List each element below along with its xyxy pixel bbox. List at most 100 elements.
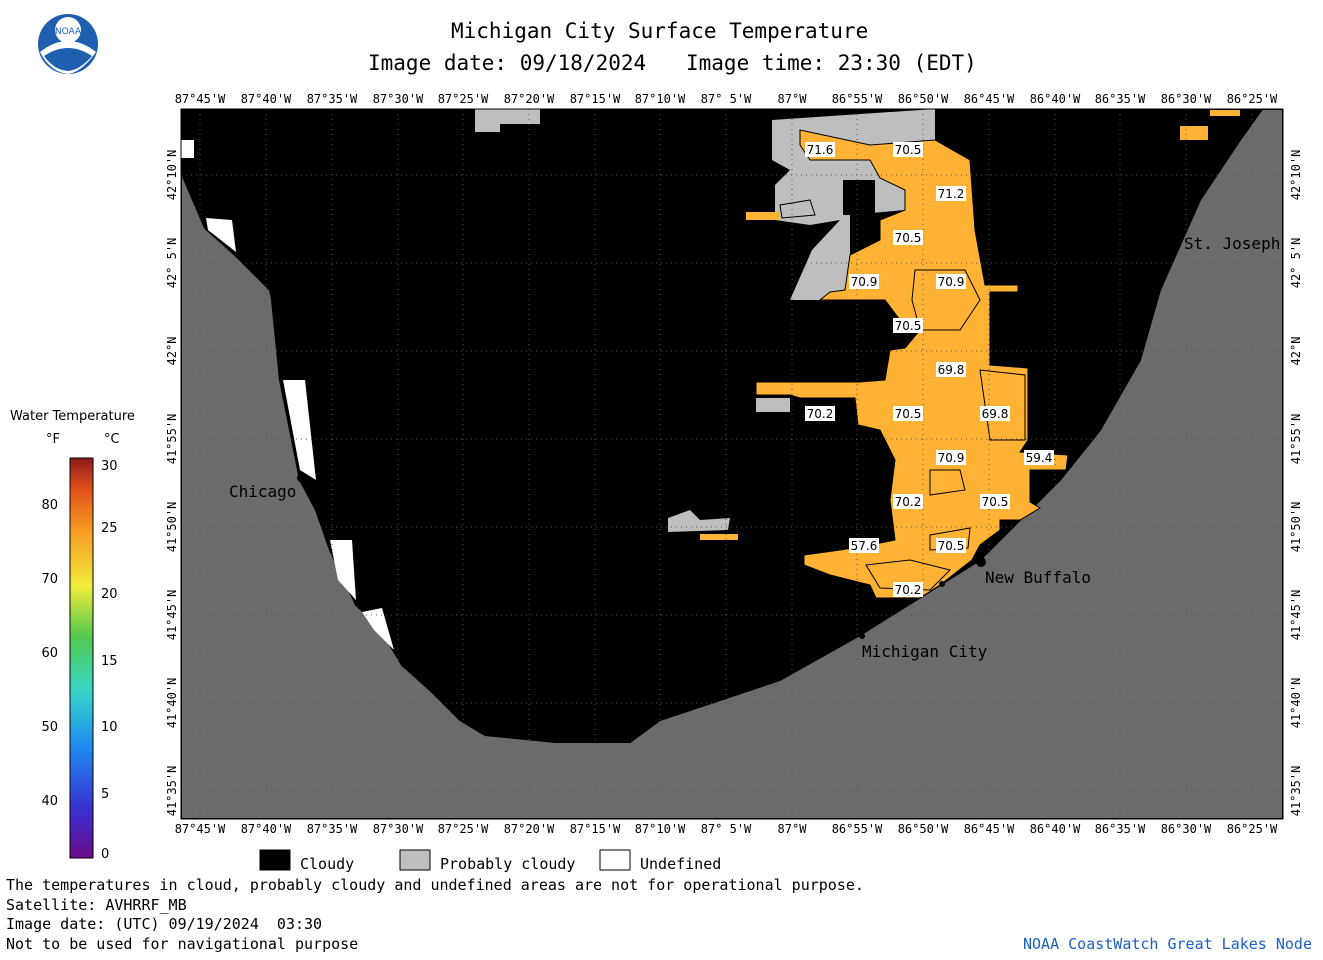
lat-tick-right: 41°45'N <box>1289 590 1303 641</box>
lon-tick-top: 87°W <box>778 92 808 106</box>
legend-tick-f: 70 <box>41 572 58 587</box>
temperature-label: 70.9 <box>851 275 878 289</box>
legend-tick-c: 20 <box>101 587 118 602</box>
lon-tick-bottom: 87°10'W <box>635 822 686 836</box>
map-area <box>181 109 1283 819</box>
temperature-label: 70.5 <box>895 407 922 421</box>
temperature-label: 71.6 <box>807 143 834 157</box>
temperature-label: 70.5 <box>938 539 965 553</box>
temperature-label-box <box>849 538 879 553</box>
lon-tick-bottom: 87°W <box>778 822 808 836</box>
key-probably-cloudy-label: Probably cloudy <box>440 855 575 873</box>
warm-water-region <box>1210 110 1240 116</box>
lon-tick-bottom: 86°30'W <box>1161 822 1212 836</box>
cloud-region <box>843 180 875 215</box>
lon-tick-top: 87°45'W <box>175 92 226 106</box>
image-date: Image date: 09/18/2024 <box>368 51 647 75</box>
legend-tick-f: 50 <box>41 720 58 735</box>
graticule <box>181 109 1283 819</box>
temperature-label-box <box>893 318 923 333</box>
map-key: Cloudy Probably cloudy Undefined <box>259 849 721 873</box>
lat-tick-right: 42°10'N <box>1289 150 1303 201</box>
key-undefined-label: Undefined <box>640 855 721 873</box>
key-undefined-swatch <box>599 849 631 871</box>
temperature-label-box <box>936 186 966 201</box>
lon-tick-top: 87°30'W <box>373 92 424 106</box>
legend-tick-c: 0 <box>101 847 109 862</box>
temperature-label: 70.9 <box>938 275 965 289</box>
undefined-region <box>330 540 356 600</box>
key-cloudy-label: Cloudy <box>300 855 354 873</box>
temperature-label: 70.5 <box>895 143 922 157</box>
lat-tick-right: 41°55'N <box>1289 414 1303 465</box>
lon-tick-top: 87°40'W <box>241 92 292 106</box>
warm-water-region <box>746 212 780 220</box>
satellite-info: Satellite: AVHRRF_MB <box>6 896 187 914</box>
lon-tick-top: 87°25'W <box>438 92 489 106</box>
temperature-label-box <box>805 142 835 157</box>
temperature-label: 70.9 <box>938 451 965 465</box>
lon-tick-bottom: 87°45'W <box>175 822 226 836</box>
legend-title: Water Temperature <box>10 409 135 424</box>
legend-tick-f: 40 <box>41 794 58 809</box>
lon-tick-bottom: 87°15'W <box>570 822 621 836</box>
undefined-region <box>181 140 194 158</box>
temperature-label: 70.5 <box>895 319 922 333</box>
temperature-label-box <box>893 230 923 245</box>
legend-tick-c: 10 <box>101 720 118 735</box>
lon-tick-bottom: 87°25'W <box>438 822 489 836</box>
lat-tick-left: 42°N <box>165 337 179 366</box>
lon-tick-top: 87°35'W <box>307 92 358 106</box>
nav-warning: Not to be used for navigational purpose <box>6 935 359 953</box>
temperature-label: 57.6 <box>851 539 878 553</box>
legend-unit-c: °C <box>104 432 120 447</box>
temperature-label: 70.5 <box>895 231 922 245</box>
lat-tick-left: 42° 5'N <box>165 238 179 289</box>
credit-link[interactable]: NOAA CoastWatch Great Lakes Node <box>1023 935 1312 953</box>
temperature-label-box <box>980 494 1010 509</box>
land-region <box>181 109 1283 819</box>
lat-tick-right: 41°40'N <box>1289 678 1303 729</box>
lon-tick-bottom: 86°55'W <box>832 822 883 836</box>
temperature-label: 59.4 <box>1026 451 1053 465</box>
probably-cloudy-region <box>668 510 730 532</box>
temperature-label-box <box>805 406 835 421</box>
lon-tick-top: 87°10'W <box>635 92 686 106</box>
temperature-label: 70.2 <box>895 583 922 597</box>
noaa-logo-text: NOAA <box>55 27 82 37</box>
undefined-region <box>283 380 316 480</box>
temperature-legend: Water Temperature °F °C 8070605040302520… <box>10 409 135 862</box>
temperature-label: 71.2 <box>938 187 965 201</box>
temperature-label-box <box>1024 450 1054 465</box>
lon-tick-bottom: 86°35'W <box>1095 822 1146 836</box>
lat-tick-right: 42°N <box>1289 337 1303 366</box>
undefined-region <box>362 608 394 650</box>
place-markers <box>297 474 986 639</box>
undefined-region <box>206 218 236 252</box>
temperature-label-box <box>893 494 923 509</box>
key-probably-cloudy-swatch <box>399 849 431 871</box>
temperature-label: 69.8 <box>982 407 1009 421</box>
lat-tick-right: 42° 5'N <box>1289 238 1303 289</box>
lat-tick-left: 41°55'N <box>165 414 179 465</box>
lat-tick-left: 41°45'N <box>165 590 179 641</box>
legend-unit-f: °F <box>46 432 60 447</box>
lat-tick-left: 41°50'N <box>165 502 179 553</box>
temperature-label-box <box>849 274 879 289</box>
probably-cloudy-region <box>475 109 540 132</box>
lon-tick-bottom: 87°30'W <box>373 822 424 836</box>
lon-tick-top: 86°55'W <box>832 92 883 106</box>
temperature-label-box <box>893 142 923 157</box>
lon-tick-bottom: 86°45'W <box>964 822 1015 836</box>
legend-tick-c: 15 <box>101 654 118 669</box>
lon-tick-top: 86°30'W <box>1161 92 1212 106</box>
lon-tick-bottom: 87°40'W <box>241 822 292 836</box>
lon-tick-top: 87°20'W <box>504 92 555 106</box>
legend-tick-f: 80 <box>41 498 58 513</box>
map-title: Michigan City Surface Temperature <box>451 19 869 43</box>
place-new-buffalo: New Buffalo <box>985 568 1091 587</box>
lon-tick-top: 86°35'W <box>1095 92 1146 106</box>
lon-tick-bottom: 87°35'W <box>307 822 358 836</box>
temperature-label-box <box>936 362 966 377</box>
key-cloudy-swatch <box>259 849 291 871</box>
